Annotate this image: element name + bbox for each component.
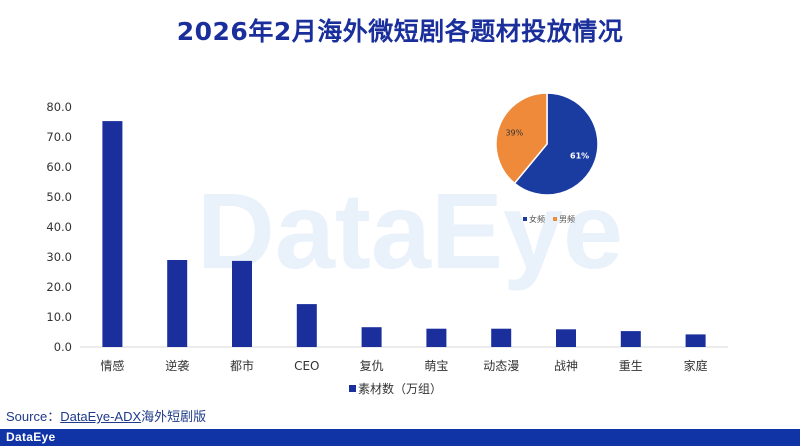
pie-legend-label: 男频	[559, 214, 575, 224]
x-tick-label: 都市	[230, 358, 254, 373]
source-prefix: Source：	[6, 409, 61, 424]
y-tick-label: 50.0	[46, 190, 72, 204]
x-tick-label: 家庭	[684, 358, 708, 373]
source-suffix: 海外短剧版	[141, 409, 207, 424]
bar	[296, 304, 317, 347]
pie-legend-swatch	[553, 217, 557, 221]
x-tick-label: 战神	[554, 359, 578, 373]
chart-title: 2026年2月海外微短剧各题材投放情况	[176, 17, 624, 46]
bar	[426, 328, 447, 347]
bar	[232, 260, 252, 347]
bar	[620, 331, 641, 347]
y-tick-label: 40.0	[46, 220, 72, 234]
footer-bar: DataEye	[0, 429, 800, 446]
pie-legend-label: 女频	[529, 214, 545, 224]
y-tick-label: 0.0	[54, 340, 72, 354]
x-tick-label: 复仇	[360, 359, 384, 373]
pie-legend-swatch	[523, 217, 527, 221]
y-tick-label: 10.0	[46, 310, 72, 324]
bar-series	[102, 121, 706, 347]
bar-legend: 素材数（万组）	[349, 381, 442, 396]
y-tick-label: 30.0	[46, 250, 72, 264]
x-tick-label: 重生	[619, 359, 643, 373]
pie-slice	[495, 92, 548, 185]
source-link[interactable]: DataEye-ADX	[60, 409, 142, 424]
pie-legend: 女频 男频	[523, 214, 575, 224]
pie-slice	[513, 92, 599, 196]
bar	[491, 328, 512, 347]
bar	[167, 260, 188, 347]
y-tick-label: 60.0	[46, 160, 72, 174]
x-tick-label: 情感	[100, 358, 124, 373]
x-tick-label: CEO	[294, 359, 319, 373]
pie-chart: 61% 39%	[495, 92, 599, 196]
footer-logo: DataEye	[6, 430, 56, 444]
bar-legend-swatch	[349, 385, 356, 392]
y-tick-label: 20.0	[46, 280, 72, 294]
y-tick-label: 80.0	[46, 100, 72, 114]
x-axis: 情感 逆袭 都市 CEO 复仇 萌宝 动态漫 战神 重生 家庭	[100, 358, 707, 373]
y-tick-label: 70.0	[46, 130, 72, 144]
bar-legend-label: 素材数（万组）	[358, 381, 442, 396]
bar	[102, 121, 123, 347]
pie-data-label: 61%	[570, 152, 589, 161]
x-tick-label: 动态漫	[483, 359, 519, 373]
x-tick-label: 萌宝	[424, 359, 448, 373]
pie-data-label: 39%	[505, 128, 523, 137]
bar	[556, 329, 576, 347]
source-note: Source：DataEye-ADX海外短剧版	[6, 406, 206, 425]
bar	[361, 327, 382, 347]
bar	[685, 334, 706, 347]
x-tick-label: 逆袭	[165, 358, 189, 373]
y-axis: 80.0 70.0 60.0 50.0 40.0 30.0 20.0 10.0 0.0	[46, 100, 72, 354]
